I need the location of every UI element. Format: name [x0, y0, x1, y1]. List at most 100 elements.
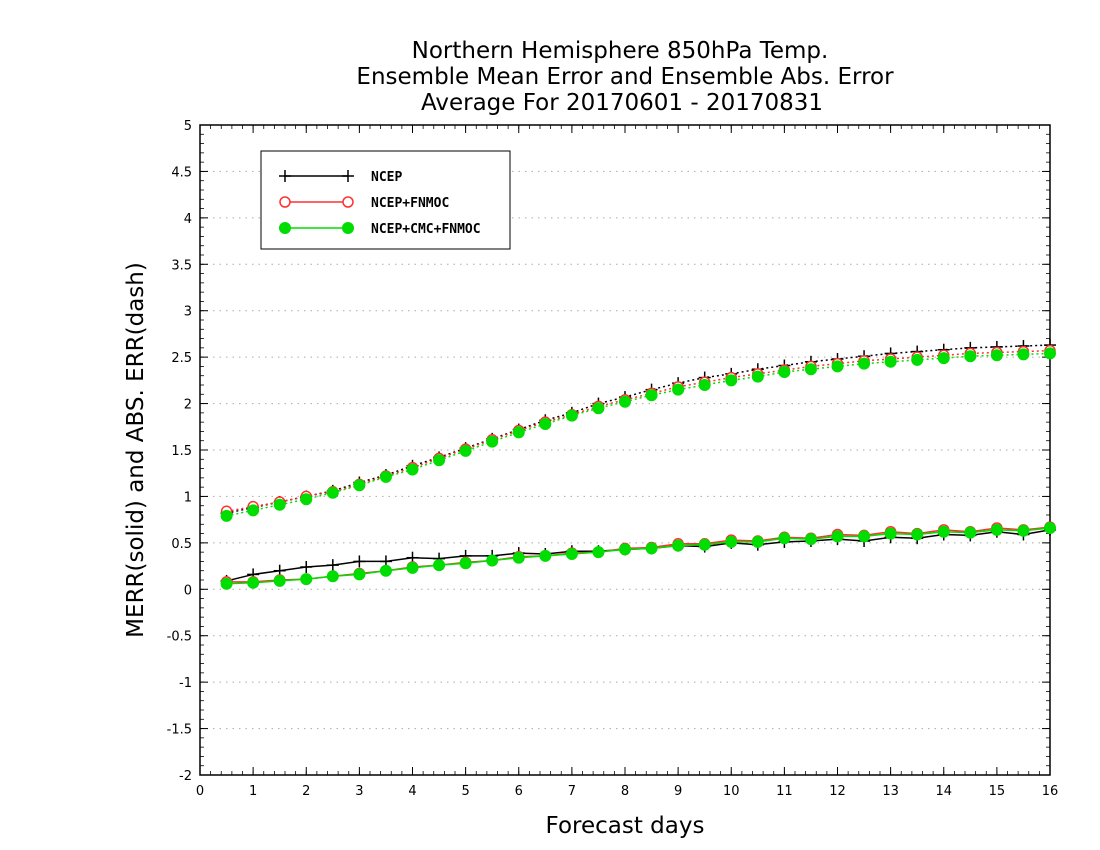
y-axis-title: MERR(solid) and ABS. ERR(dash) [123, 262, 149, 638]
y-tick-label: 3.5 [171, 258, 192, 273]
x-tick-label: 10 [723, 784, 740, 799]
abs-err-point [1044, 347, 1056, 360]
y-tick-label: 4 [184, 212, 192, 227]
merr-point [672, 539, 685, 552]
merr-point [619, 543, 631, 556]
merr-point [433, 559, 446, 572]
x-tick-label: 16 [1042, 784, 1059, 799]
grid-lines [200, 170, 1050, 730]
abs-err-dotted-line [226, 352, 1051, 517]
series-ncep-cmc-fnmoc [220, 347, 1056, 590]
y-tick-label: 4.5 [171, 165, 192, 180]
merr-point [911, 528, 924, 541]
abs-err-point [565, 409, 578, 422]
merr-point [831, 530, 844, 543]
y-tick-label: 0 [184, 583, 192, 598]
merr-point [353, 568, 366, 581]
abs-err-point [698, 379, 711, 391]
merr-point [592, 546, 605, 559]
abs-err-point [911, 353, 924, 366]
abs-err-point [459, 444, 472, 457]
abs-err-point [220, 509, 233, 522]
legend: NCEP NCEP+FNMOC NCEP+CMC+FNMOC [260, 150, 511, 250]
merr-point [300, 573, 313, 586]
y-tick-label: 1.5 [171, 444, 192, 459]
abs-err-point [884, 355, 897, 368]
legend-marker [342, 170, 354, 182]
legend-marker [342, 196, 354, 208]
abs-err-point [990, 349, 1003, 362]
x-tick-label: 13 [882, 784, 899, 799]
legend-entry: NCEP [279, 170, 402, 185]
chart-title-line-3: Average For 20170601 - 20170831 [421, 90, 823, 116]
x-tick-label: 9 [674, 784, 682, 799]
merr-point [565, 548, 578, 560]
abs-err-point [406, 463, 419, 476]
y-tick-label: 2.5 [171, 351, 192, 366]
abs-err-point [300, 493, 313, 506]
merr-point [220, 577, 233, 590]
x-tick-label: 6 [515, 784, 523, 799]
abs-err-point [486, 435, 499, 448]
merr-point [937, 525, 950, 538]
merr-point [858, 530, 871, 543]
series-layer [220, 339, 1056, 590]
legend-marker [342, 222, 354, 234]
merr-point [486, 554, 499, 567]
chart-title-line-1: Northern Hemisphere 850hPa Temp. [412, 38, 829, 64]
merr-point [804, 533, 817, 546]
abs-err-point [964, 350, 977, 363]
merr-point [512, 551, 525, 564]
x-tick-label: 4 [408, 784, 416, 799]
abs-err-point [326, 486, 339, 499]
x-tick-label: 15 [989, 784, 1006, 799]
legend-box [260, 150, 511, 250]
y-tick-label: 2 [184, 398, 192, 413]
y-tick-label: 0.5 [171, 537, 192, 552]
abs-err-point [672, 383, 685, 396]
y-tick-label: 1 [184, 490, 192, 505]
merr-point [406, 561, 419, 574]
legend-label: NCEP [371, 170, 402, 185]
abs-err-point [725, 374, 738, 387]
merr-point [247, 576, 260, 589]
x-tick-label: 11 [776, 784, 793, 799]
merr-point [326, 570, 339, 583]
x-tick-label: 8 [621, 784, 629, 799]
merr-point [1044, 522, 1056, 534]
axis-ticks: -2-1.5-1-0.500.511.522.533.544.550 1 2 3 4 5 6… [167, 119, 1059, 799]
abs-err-point [592, 402, 605, 415]
y-tick-label: -2 [179, 769, 192, 784]
abs-err-point [353, 479, 366, 492]
x-tick-label: 7 [568, 784, 576, 799]
abs-err-point [831, 360, 844, 373]
legend-entry: NCEP+CMC+FNMOC [279, 222, 481, 237]
chart-title-line-2: Ensemble Mean Error and Ensemble Abs. Er… [356, 64, 894, 90]
merr-point [539, 549, 552, 562]
abs-err-point [619, 395, 631, 408]
abs-err-point [937, 352, 950, 365]
x-tick-label: 12 [829, 784, 846, 799]
abs-err-point [247, 504, 260, 517]
merr-point [645, 542, 658, 555]
merr-point [273, 574, 286, 587]
legend-marker [279, 222, 291, 234]
abs-err-point [433, 454, 446, 467]
abs-err-point [512, 426, 525, 439]
merr-point [300, 561, 313, 573]
abs-err-point [645, 389, 658, 402]
x-tick-label: 2 [302, 784, 310, 799]
abs-err-point [379, 470, 392, 483]
merr-point [725, 535, 738, 548]
legend-entry: NCEP+FNMOC [279, 196, 449, 211]
abs-err-point [778, 366, 791, 378]
series-ncep-fnmoc [220, 344, 1056, 588]
x-tick-label: 5 [461, 784, 469, 799]
merr-point [1017, 524, 1030, 537]
merr-point [459, 557, 472, 570]
abs-err-point [539, 418, 552, 430]
merr-point [964, 526, 977, 539]
merr-point [884, 527, 897, 540]
legend-label: NCEP+CMC+FNMOC [371, 222, 481, 237]
x-tick-label: 0 [196, 784, 204, 799]
